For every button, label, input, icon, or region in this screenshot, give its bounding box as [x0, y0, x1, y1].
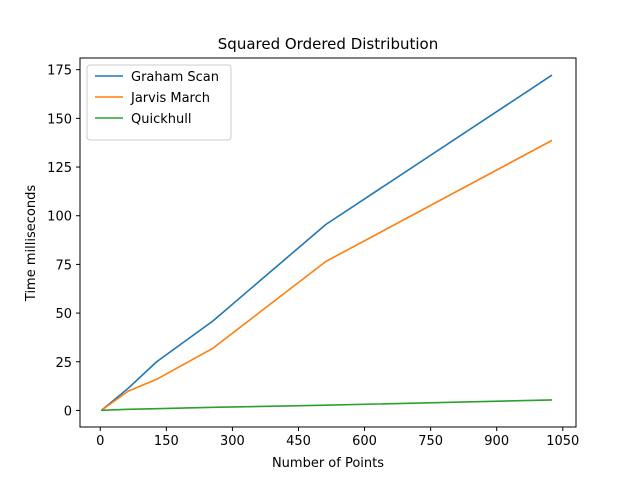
plot-frame — [79, 57, 577, 428]
y-tick-label: 175 — [47, 64, 72, 79]
series-line-quickhull — [101, 399, 553, 412]
x-axis-label: Number of Points — [272, 456, 384, 471]
y-tick-label: 0 — [64, 404, 72, 419]
y-tick-label: 150 — [47, 112, 72, 127]
y-tick-label: 75 — [55, 258, 72, 273]
legend-label-quickhull: Quickhull — [131, 112, 191, 127]
legend-label-graham-scan: Graham Scan — [131, 70, 219, 85]
x-tick-label: 600 — [352, 434, 377, 449]
x-tick-label: 750 — [418, 434, 443, 449]
plot-area: 0 150 300 450 600 750 900 1050 0 25 50 75 100 125 150 1… — [47, 57, 579, 449]
x-tick-label: 1050 — [546, 434, 579, 449]
x-tick-label: 900 — [484, 434, 509, 449]
x-tick-label: 450 — [286, 434, 311, 449]
y-tick-label: 100 — [47, 210, 72, 225]
x-tick-label: 300 — [220, 434, 245, 449]
series-line-jarvis-march — [100, 139, 553, 411]
x-tick-label: 0 — [96, 434, 104, 449]
legend-label-jarvis-march: Jarvis March — [130, 91, 210, 106]
legend-box — [86, 64, 232, 141]
series-line-graham-scan — [100, 74, 553, 411]
x-tick-label: 150 — [154, 434, 179, 449]
chart-title: Squared Ordered Distribution — [218, 35, 438, 53]
y-axis-label: Time milliseconds — [24, 185, 39, 302]
y-tick-label: 50 — [55, 307, 72, 322]
y-tick-label: 125 — [47, 161, 72, 176]
y-tick-label: 25 — [55, 356, 72, 371]
